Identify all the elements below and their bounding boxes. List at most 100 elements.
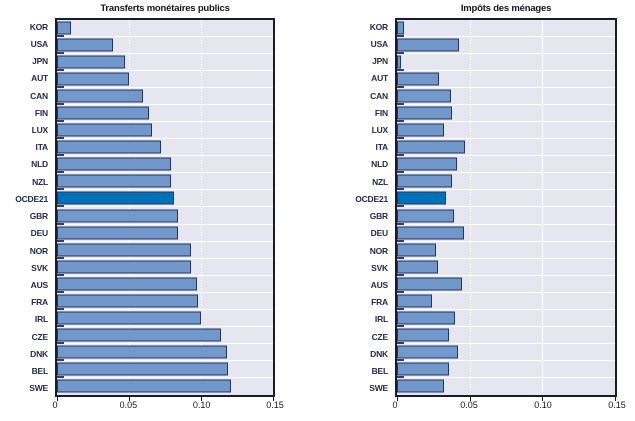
y-axis-tick	[57, 171, 64, 174]
category-label-fra: FRA	[371, 297, 388, 308]
bar-row-bel	[397, 361, 615, 378]
bar-fin	[397, 106, 453, 120]
bar-ocde21-highlight	[57, 191, 174, 205]
bar-can	[397, 89, 451, 103]
bar-row-fin	[57, 105, 273, 123]
bar-row-ocde21	[57, 190, 273, 208]
category-label-svk: SVK	[31, 262, 48, 273]
bar-row-swe	[57, 378, 273, 395]
x-tick-label: 0.15	[266, 400, 284, 410]
bar-gbr	[57, 209, 178, 223]
bar-row-nor	[397, 242, 615, 259]
y-axis-tick	[397, 307, 404, 310]
y-axis-tick	[397, 86, 404, 89]
gridline-x-0.05	[469, 20, 471, 395]
bar-aut	[397, 72, 440, 86]
y-axis-tick	[57, 290, 64, 293]
y-axis-tick	[57, 324, 64, 327]
x-tick-label: 0.05	[460, 400, 478, 410]
category-label-kor: KOR	[369, 21, 388, 32]
bar-aus	[57, 277, 197, 291]
x-axis-labels: 0 0.05 0.10 0.15	[52, 400, 283, 414]
y-axis-tick	[397, 222, 404, 225]
category-label-deu: DEU	[30, 228, 49, 239]
bar-row-cze	[57, 327, 273, 344]
y-axis-tick	[57, 103, 64, 106]
bar-row-jpn	[397, 54, 615, 72]
chart-title: Impôts des ménages	[460, 3, 552, 14]
bar-cze	[397, 328, 450, 342]
bar-nld	[57, 157, 171, 171]
bar-row-deu	[397, 225, 615, 242]
bar-lux	[397, 123, 444, 137]
x-tick-label: 0	[392, 400, 398, 410]
bar-row-usa	[57, 37, 273, 55]
bar-ita	[397, 140, 466, 154]
bar-row-fra	[57, 293, 273, 310]
bar-deu	[397, 226, 464, 240]
bar-aut	[57, 72, 129, 86]
category-label-nzl: NZL	[372, 176, 388, 187]
bar-row-aut	[57, 71, 273, 89]
category-label-nor: NOR	[369, 245, 388, 256]
category-label-nzl: NZL	[32, 176, 48, 187]
y-axis-tick	[57, 120, 64, 123]
bar-row-dnk	[57, 344, 273, 361]
category-label-nld: NLD	[371, 159, 388, 170]
y-axis-tick	[397, 273, 404, 276]
bar-row-kor	[57, 20, 273, 38]
y-axis-tick	[397, 120, 404, 123]
y-axis-tick	[57, 35, 64, 38]
category-label-dnk: DNK	[370, 348, 388, 359]
y-axis-tick	[57, 188, 64, 191]
bar-nor	[57, 243, 191, 257]
category-label-usa: USA	[370, 38, 389, 49]
category-label-aut: AUT	[31, 73, 48, 84]
y-axis-tick	[57, 239, 64, 242]
plot-area	[55, 18, 275, 401]
y-axis-tick	[397, 341, 404, 344]
bar-row-aus	[397, 276, 615, 293]
category-label-ita: ITA	[375, 142, 389, 153]
category-label-swe: SWE	[369, 383, 388, 394]
y-axis-tick	[397, 154, 404, 157]
y-axis-tick	[57, 137, 64, 140]
bar-row-dnk	[397, 344, 615, 361]
bar-lux	[57, 123, 153, 137]
bar-row-deu	[57, 225, 273, 242]
bar-row-bel	[57, 361, 273, 378]
category-label-fin: FIN	[34, 107, 48, 118]
bar-dnk	[397, 345, 459, 359]
bar-nor	[397, 243, 437, 257]
bar-svk	[397, 260, 438, 274]
bar-kor	[397, 21, 405, 35]
category-label-deu: DEU	[370, 228, 389, 239]
category-label-ocde21: OCDE21	[15, 193, 48, 204]
bar-row-nzl	[397, 173, 615, 191]
category-label-irl: IRL	[374, 314, 388, 325]
bar-can	[57, 89, 144, 103]
y-axis-tick	[57, 358, 64, 361]
gridline-x-0.1	[542, 20, 544, 395]
bar-row-swe	[397, 378, 615, 395]
bar-kor	[57, 21, 72, 35]
bar-row-cze	[397, 327, 615, 344]
bar-swe	[57, 379, 232, 393]
x-axis-tick	[469, 397, 471, 401]
bar-aus	[397, 277, 463, 291]
gridline-x-0.1	[200, 20, 202, 395]
y-axis-tick	[397, 239, 404, 242]
category-label-svk: SVK	[371, 262, 388, 273]
bar-fin	[57, 106, 150, 120]
bar-row-aut	[397, 71, 615, 89]
bar-nzl	[57, 174, 171, 188]
bar-row-ocde21	[397, 190, 615, 208]
bar-dnk	[57, 345, 227, 359]
bar-bel	[57, 362, 229, 376]
y-axis-tick	[397, 69, 404, 72]
x-axis-tick	[542, 397, 544, 401]
x-tick-label: 0.10	[192, 400, 211, 410]
category-label-aus: AUS	[370, 280, 389, 291]
bar-row-nzl	[57, 173, 273, 191]
